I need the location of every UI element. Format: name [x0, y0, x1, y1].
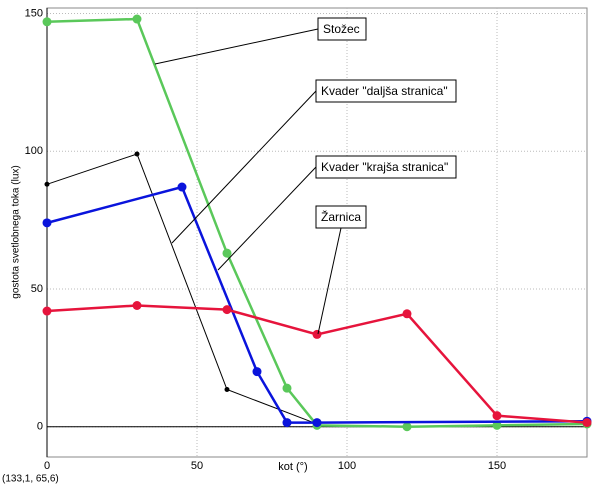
- y-tick-label: 50: [31, 283, 43, 295]
- y-tick-label: 100: [25, 145, 43, 157]
- data-point: [222, 248, 232, 258]
- legend-box: [315, 155, 457, 179]
- data-point: [177, 182, 187, 192]
- data-point: [252, 367, 262, 377]
- data-point: [132, 300, 142, 310]
- data-point: [42, 17, 52, 27]
- data-point: [282, 418, 292, 428]
- data-point: [44, 181, 50, 187]
- x-tick-label: 100: [338, 460, 356, 472]
- x-tick-label: 50: [191, 460, 203, 472]
- x-axis-label: kot (°): [278, 461, 307, 473]
- legend-box: [315, 79, 457, 103]
- data-point: [222, 305, 232, 315]
- legend-label: Kvader "daljša stranica": [321, 84, 448, 98]
- series-line: [46, 17, 588, 428]
- series-line: [46, 153, 318, 425]
- legend-label: Kvader "krajša stranica": [321, 160, 448, 174]
- data-point: [42, 306, 52, 316]
- data-point: [42, 218, 52, 228]
- y-tick-label: 150: [25, 7, 43, 19]
- y-tick-label: 0: [37, 421, 43, 433]
- data-point: [312, 418, 322, 428]
- legend-label: Žarnica: [321, 209, 361, 224]
- data-point: [492, 411, 502, 421]
- legend-label: Stožec: [323, 22, 360, 36]
- data-point: [224, 387, 230, 393]
- y-axis-label: gostota svetlobnega toka (lux): [11, 165, 22, 298]
- leader-line: [171, 90, 317, 244]
- data-point: [492, 420, 502, 430]
- leader-line: [154, 28, 319, 65]
- legend-box: [315, 205, 367, 229]
- data-point: [134, 151, 140, 157]
- data-point: [282, 383, 292, 393]
- cursor-readout: (133,1, 65,6): [2, 474, 59, 485]
- data-point: [402, 422, 412, 432]
- x-tick-label: 0: [44, 460, 50, 472]
- data-point: [132, 14, 142, 24]
- x-tick-label: 150: [488, 460, 506, 472]
- leader-line: [317, 227, 342, 335]
- data-point: [402, 309, 412, 319]
- series-line: [46, 185, 588, 424]
- data-point: [582, 418, 592, 428]
- data-point: [312, 329, 322, 339]
- leader-line: [217, 166, 317, 271]
- legend-box: [317, 17, 367, 41]
